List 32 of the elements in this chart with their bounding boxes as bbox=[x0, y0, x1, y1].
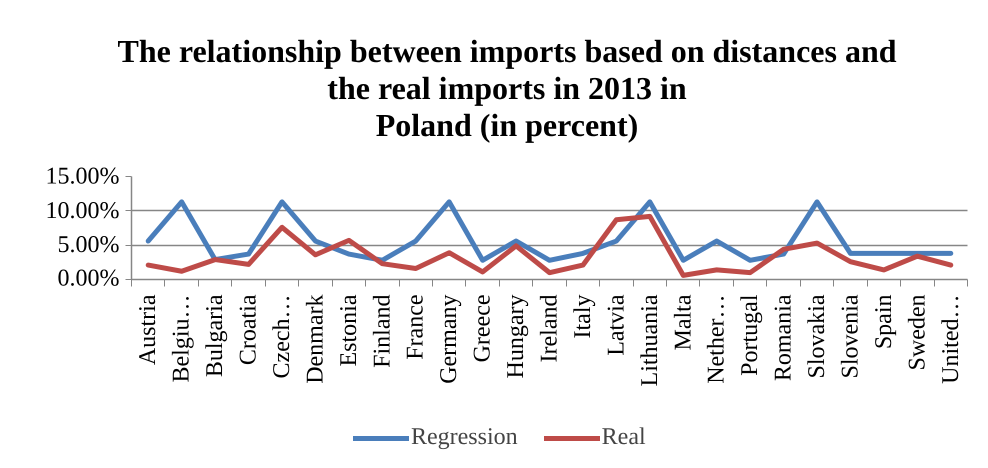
x-tick-label: Portugal bbox=[737, 294, 764, 376]
y-tick-label: 5.00% bbox=[58, 232, 120, 258]
x-tick-label: Hungary bbox=[503, 294, 530, 378]
x-tick-label: Bulgaria bbox=[202, 294, 228, 378]
y-tick-label: 0.00% bbox=[58, 266, 120, 292]
x-tick-label: Romania bbox=[770, 294, 797, 382]
x-tick-label: Italy bbox=[570, 294, 596, 338]
x-tick-label: Malta bbox=[670, 294, 696, 350]
x-tick-label: France bbox=[402, 294, 429, 360]
x-tick-label: Czech… bbox=[268, 294, 295, 378]
legend-label: Real bbox=[602, 424, 646, 451]
x-tick-label: Sweden bbox=[904, 294, 930, 370]
x-tick-label: Spain bbox=[870, 294, 897, 350]
x-tick-label: Greece bbox=[470, 294, 496, 362]
x-tick-label: Nether… bbox=[704, 294, 730, 384]
x-tick-label: Slovenia bbox=[837, 294, 864, 378]
x-tick-label: Lithuania bbox=[636, 294, 663, 386]
x-tick-label: Ireland bbox=[536, 294, 562, 362]
x-tick-label: Estonia bbox=[336, 294, 362, 366]
legend-label: Regression bbox=[411, 424, 518, 451]
x-tick-label: Slovakia bbox=[804, 294, 830, 378]
x-tick-label: Croatia bbox=[236, 294, 262, 366]
x-tick-label: Finland bbox=[369, 294, 396, 368]
x-tick-label: Germany bbox=[436, 294, 462, 384]
x-tick-label: Austria bbox=[135, 294, 162, 366]
x-tick-label: United… bbox=[938, 294, 964, 384]
x-tick-label: Denmark bbox=[302, 294, 328, 384]
x-tick-label: Latvia bbox=[603, 294, 630, 356]
y-tick-label: 10.00% bbox=[46, 198, 120, 224]
x-tick-label: Belgiu… bbox=[168, 294, 195, 382]
chart-title: The relationship between imports based on distances and the real imports in 2013 in Poland (in percent) bbox=[117, 33, 897, 144]
y-tick-label: 15.00% bbox=[46, 164, 120, 190]
